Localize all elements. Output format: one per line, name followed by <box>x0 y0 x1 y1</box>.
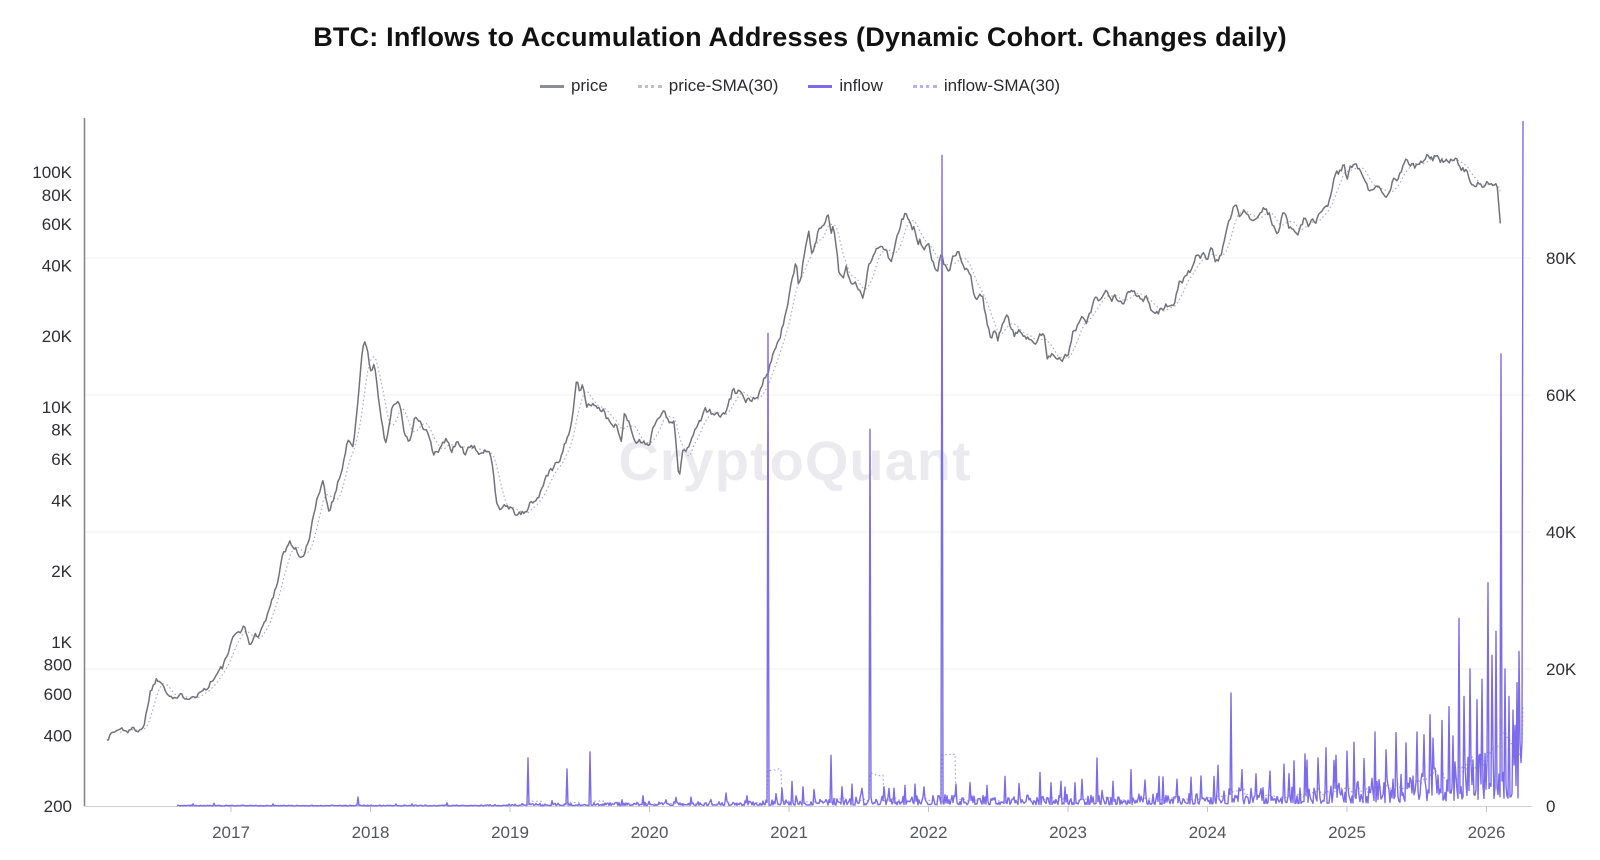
legend-label-price-sma: price-SMA(30) <box>668 76 779 95</box>
left-axis-label: 600 <box>44 685 72 704</box>
legend: price price-SMA(30) inflow inflow-SMA(30… <box>0 76 1600 96</box>
right-axis-label: 60K <box>1546 386 1577 405</box>
left-axis-label: 6K <box>51 450 72 469</box>
left-axis-label: 100K <box>32 163 72 182</box>
x-axis-label: 2026 <box>1468 823 1506 842</box>
series-layer <box>106 120 1524 807</box>
x-axis-label: 2022 <box>910 823 948 842</box>
legend-item-inflow[interactable]: inflow <box>808 76 883 96</box>
x-axis-label: 2019 <box>491 823 529 842</box>
inflow-line <box>176 120 1524 807</box>
x-axis-label: 2021 <box>770 823 808 842</box>
plot-area[interactable] <box>85 118 1531 807</box>
x-axis-label: 2020 <box>631 823 669 842</box>
right-axis-label: 40K <box>1546 523 1577 542</box>
left-axis-label: 20K <box>42 327 73 346</box>
price-line-swatch-icon <box>539 84 564 88</box>
left-axis-label: 10K <box>42 398 73 417</box>
inflow-sma-line-swatch-icon <box>912 84 937 88</box>
x-axis-label: 2024 <box>1189 823 1227 842</box>
legend-label-inflow: inflow <box>839 76 883 95</box>
chart-title: BTC: Inflows to Accumulation Addresses (… <box>313 22 1287 52</box>
legend-item-price-sma[interactable]: price-SMA(30) <box>637 76 779 96</box>
inflow-line-swatch-icon <box>808 84 833 88</box>
legend-label-inflow-sma: inflow-SMA(30) <box>943 76 1061 95</box>
x-axis-label: 2023 <box>1049 823 1087 842</box>
x-axis-label: 2017 <box>212 823 250 842</box>
left-axis-label: 800 <box>44 656 72 675</box>
price-sma-line-swatch-icon <box>637 84 662 88</box>
left-axis-label: 40K <box>42 256 73 275</box>
right-axis-label: 80K <box>1546 249 1577 268</box>
price-line <box>106 153 1502 741</box>
legend-item-inflow-sma[interactable]: inflow-SMA(30) <box>912 76 1061 96</box>
x-axis-label: 2018 <box>352 823 390 842</box>
left-axis-label: 200 <box>44 797 72 816</box>
left-axis-label: 1K <box>51 633 72 652</box>
price-sma-line <box>119 156 1501 733</box>
axes: 2017 2018 2019 2020 2021 2022 2023 2024 2025 2026… <box>32 118 1577 842</box>
left-axis-label: 60K <box>42 215 73 234</box>
left-axis-label: 2K <box>51 562 72 581</box>
gridlines <box>85 257 1530 670</box>
left-axis-label: 4K <box>51 491 72 510</box>
x-axis-label: 2025 <box>1328 823 1366 842</box>
left-axis-label: 400 <box>44 726 72 745</box>
left-axis-label: 80K <box>42 186 73 205</box>
right-axis-label: 20K <box>1546 660 1577 679</box>
left-axis-label: 8K <box>51 421 72 440</box>
legend-label-price: price <box>570 76 608 95</box>
right-axis-label: 0 <box>1546 797 1555 816</box>
legend-item-price[interactable]: price <box>539 76 608 96</box>
